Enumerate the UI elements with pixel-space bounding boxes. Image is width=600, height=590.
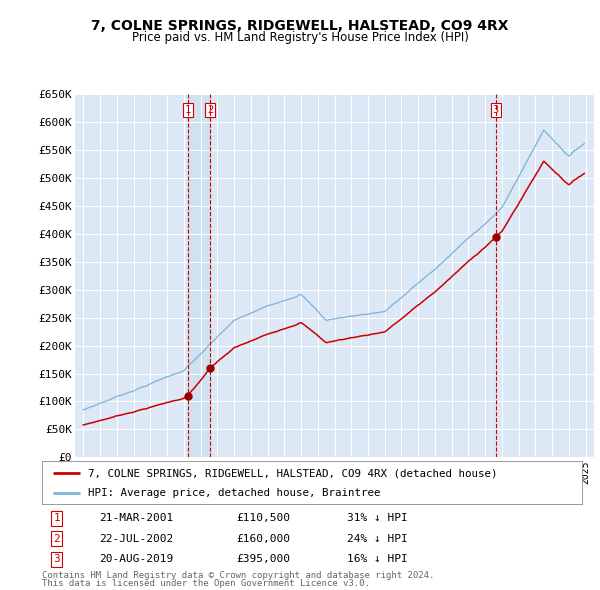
Text: This data is licensed under the Open Government Licence v3.0.: This data is licensed under the Open Gov… (42, 579, 370, 588)
Text: 24% ↓ HPI: 24% ↓ HPI (347, 534, 408, 544)
Text: £395,000: £395,000 (236, 554, 290, 564)
Text: 1: 1 (184, 106, 191, 116)
Text: Contains HM Land Registry data © Crown copyright and database right 2024.: Contains HM Land Registry data © Crown c… (42, 571, 434, 579)
Text: 20-AUG-2019: 20-AUG-2019 (98, 554, 173, 564)
Text: 7, COLNE SPRINGS, RIDGEWELL, HALSTEAD, CO9 4RX: 7, COLNE SPRINGS, RIDGEWELL, HALSTEAD, C… (91, 19, 509, 33)
Text: 21-MAR-2001: 21-MAR-2001 (98, 513, 173, 523)
Text: 2: 2 (207, 106, 213, 116)
Text: 16% ↓ HPI: 16% ↓ HPI (347, 554, 408, 564)
Text: 31% ↓ HPI: 31% ↓ HPI (347, 513, 408, 523)
Text: £110,500: £110,500 (236, 513, 290, 523)
Text: 3: 3 (53, 554, 60, 564)
Text: 22-JUL-2002: 22-JUL-2002 (98, 534, 173, 544)
Bar (188, 94, 210, 457)
Text: Price paid vs. HM Land Registry's House Price Index (HPI): Price paid vs. HM Land Registry's House … (131, 31, 469, 44)
Text: 2: 2 (53, 534, 60, 544)
Text: 1: 1 (53, 513, 60, 523)
Text: 3: 3 (493, 106, 499, 116)
Text: 7, COLNE SPRINGS, RIDGEWELL, HALSTEAD, CO9 4RX (detached house): 7, COLNE SPRINGS, RIDGEWELL, HALSTEAD, C… (88, 468, 497, 478)
Text: £160,000: £160,000 (236, 534, 290, 544)
Text: HPI: Average price, detached house, Braintree: HPI: Average price, detached house, Brai… (88, 488, 380, 498)
